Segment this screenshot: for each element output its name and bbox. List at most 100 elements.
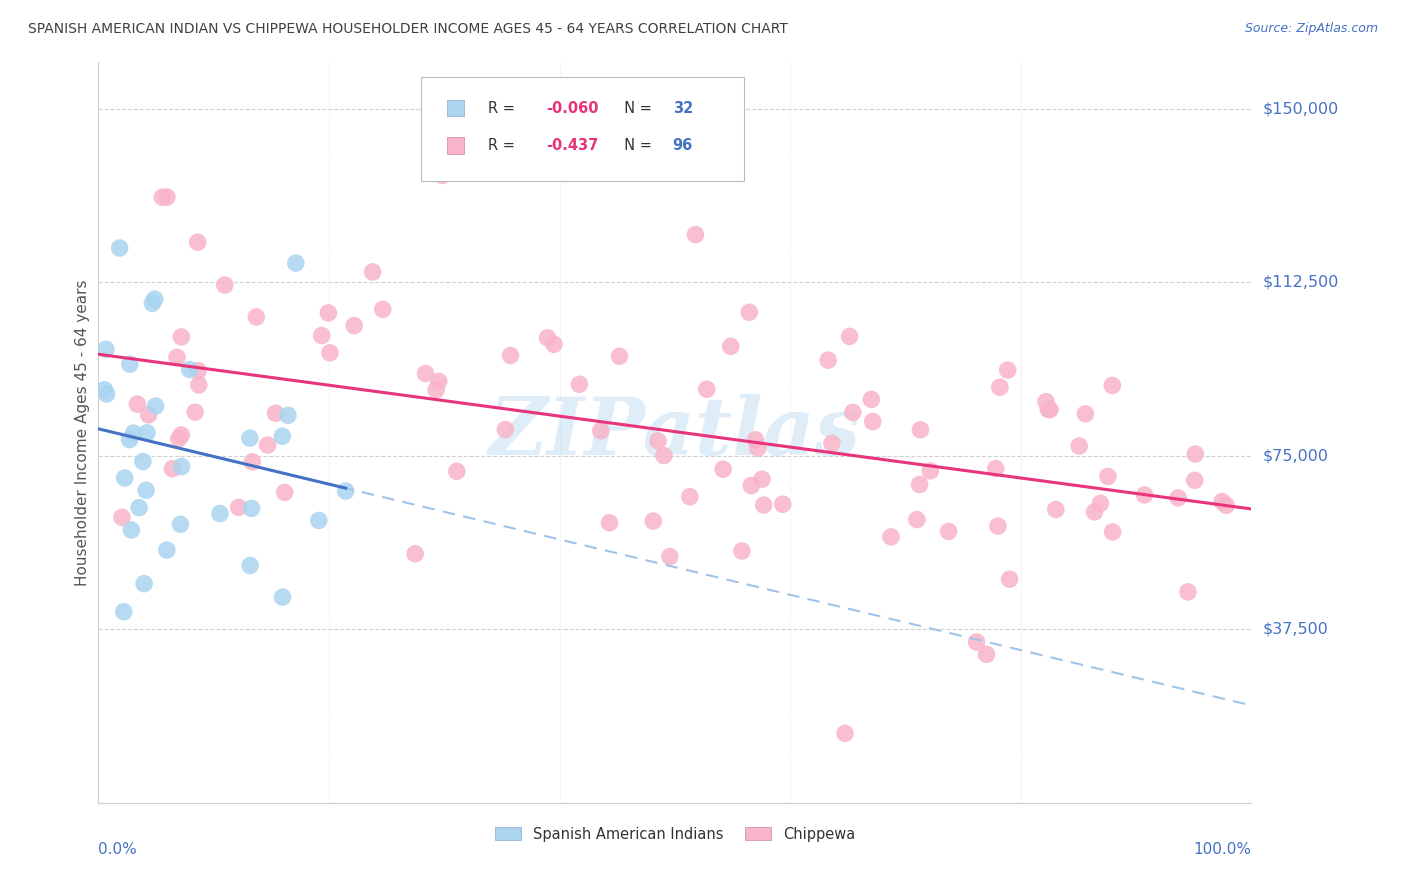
Point (738, 305, 761, 319)
Text: Source: ZipAtlas.com: Source: ZipAtlas.com (1244, 22, 1378, 36)
Point (1090, 496, 1112, 510)
Point (744, 433, 766, 447)
Point (494, 423, 516, 437)
Point (127, 397, 149, 411)
Point (404, 547, 426, 561)
Point (93, 383, 115, 397)
Point (141, 296, 163, 310)
Point (308, 513, 330, 527)
Point (696, 382, 718, 396)
Point (150, 190, 173, 204)
Point (536, 331, 558, 345)
Point (1101, 378, 1123, 392)
Point (834, 726, 856, 740)
Point (1074, 407, 1097, 421)
Point (114, 471, 136, 485)
Point (976, 648, 998, 662)
Point (214, 278, 236, 293)
Point (1039, 402, 1062, 417)
Text: 96: 96 (672, 138, 693, 153)
Point (427, 375, 450, 389)
Point (170, 459, 193, 474)
Point (156, 190, 179, 204)
Point (361, 265, 384, 279)
Point (568, 377, 591, 392)
Point (652, 449, 675, 463)
Point (499, 348, 522, 362)
Point (187, 235, 209, 250)
Point (319, 346, 342, 360)
Point (170, 330, 193, 344)
Point (751, 472, 773, 486)
Point (271, 429, 294, 443)
Text: -0.437: -0.437 (546, 138, 598, 153)
Point (156, 543, 179, 558)
Point (240, 501, 263, 516)
Point (240, 455, 263, 469)
Point (1035, 394, 1057, 409)
Point (166, 351, 188, 365)
Point (184, 405, 207, 419)
Point (1167, 491, 1189, 505)
Point (187, 378, 209, 392)
Point (169, 517, 191, 532)
Point (731, 544, 754, 558)
Point (647, 434, 669, 448)
FancyBboxPatch shape (447, 100, 464, 117)
Point (988, 380, 1011, 394)
Point (143, 292, 166, 306)
FancyBboxPatch shape (422, 78, 744, 181)
Point (643, 514, 665, 528)
Point (1083, 505, 1105, 519)
Text: N =: N = (614, 138, 657, 153)
Point (740, 478, 762, 492)
Point (599, 516, 621, 530)
Point (96, 387, 118, 401)
Point (838, 329, 860, 343)
Point (136, 425, 159, 440)
Point (138, 408, 160, 422)
Point (371, 302, 394, 317)
Point (987, 519, 1010, 533)
Point (208, 507, 231, 521)
Point (842, 405, 865, 419)
Point (277, 409, 299, 423)
Point (998, 572, 1021, 586)
Point (1045, 502, 1067, 516)
Point (135, 483, 157, 498)
Point (264, 406, 287, 420)
Point (335, 484, 357, 499)
Point (1097, 469, 1119, 483)
Point (112, 605, 135, 619)
Point (271, 590, 294, 604)
Text: 32: 32 (672, 101, 693, 116)
Point (118, 357, 141, 371)
Point (273, 485, 295, 500)
Point (543, 337, 565, 351)
Legend: Spanish American Indians, Chippewa: Spanish American Indians, Chippewa (489, 821, 860, 847)
Y-axis label: Householder Income Ages 45 - 64 years: Householder Income Ages 45 - 64 years (75, 279, 90, 586)
Point (94, 342, 117, 356)
Point (120, 523, 142, 537)
Text: $37,500: $37,500 (1263, 622, 1329, 637)
Point (1069, 439, 1091, 453)
Point (1133, 488, 1156, 502)
Point (910, 423, 932, 437)
Text: 0.0%: 0.0% (98, 842, 138, 856)
Text: SPANISH AMERICAN INDIAN VS CHIPPEWA HOUSEHOLDER INCOME AGES 45 - 64 YEARS CORREL: SPANISH AMERICAN INDIAN VS CHIPPEWA HOUS… (28, 22, 787, 37)
Point (167, 432, 190, 446)
Point (1184, 447, 1206, 461)
Point (720, 339, 742, 353)
Point (318, 306, 340, 320)
Text: R =: R = (488, 101, 520, 116)
Text: 100.0%: 100.0% (1194, 842, 1251, 856)
Point (747, 441, 769, 455)
Point (905, 512, 928, 526)
Text: $112,500: $112,500 (1263, 275, 1339, 290)
Point (920, 464, 942, 478)
Point (145, 399, 167, 413)
Text: R =: R = (488, 138, 520, 153)
Point (1177, 585, 1199, 599)
Point (817, 353, 839, 368)
Point (1038, 402, 1060, 417)
